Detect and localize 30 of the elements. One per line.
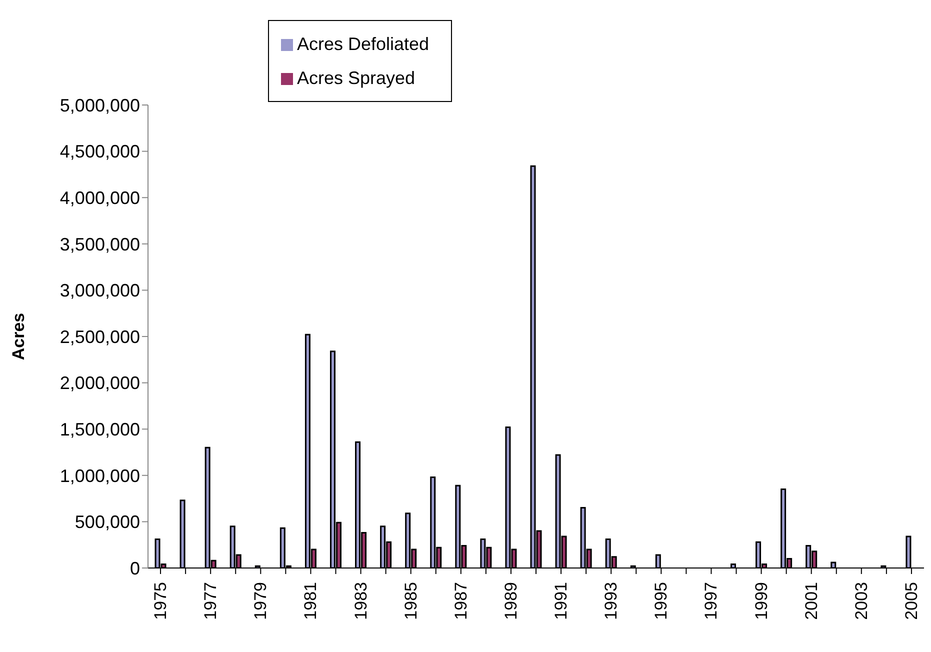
x-tick-label: 2003	[852, 582, 871, 620]
y-tick-label: 4,500,000	[60, 142, 140, 162]
legend-label: Acres Defoliated	[297, 34, 430, 54]
y-tick-label: 2,500,000	[60, 326, 140, 347]
legend-label: Acres Sprayed	[297, 68, 416, 88]
x-tick-label: 1987	[451, 582, 470, 620]
y-tick-label: 1,000,000	[60, 466, 140, 486]
y-tick-label: 2,000,000	[60, 373, 140, 394]
x-tick-label: 1985	[401, 582, 420, 620]
y-tick-label: 4,000,000	[60, 188, 140, 208]
y-tick-label: 3,500,000	[60, 234, 140, 254]
x-tick-label: 2001	[802, 582, 821, 620]
x-tick-label: 1993	[602, 582, 621, 620]
x-tick-label: 1999	[752, 582, 771, 620]
x-tick-label: 1989	[501, 582, 520, 620]
x-tick-label: 1997	[702, 582, 721, 620]
x-tick-label: 1983	[351, 582, 370, 620]
y-axis-title: Acres	[9, 312, 28, 360]
x-tick-label: 2005	[902, 582, 921, 620]
x-tick-label: 1991	[552, 582, 571, 620]
y-tick-label: 500,000	[74, 512, 140, 532]
x-tick-label: 1975	[151, 582, 170, 620]
y-tick-label: 5,000,000	[60, 95, 140, 116]
y-tick-label: 0	[130, 558, 140, 578]
y-tick-label: 3,000,000	[60, 280, 140, 301]
x-tick-label: 1995	[652, 582, 671, 620]
y-tick-label: 1,500,000	[60, 419, 140, 440]
x-tick-label: 1979	[251, 582, 270, 620]
x-tick-label: 1981	[301, 582, 320, 620]
x-tick-label: 1977	[201, 582, 220, 620]
